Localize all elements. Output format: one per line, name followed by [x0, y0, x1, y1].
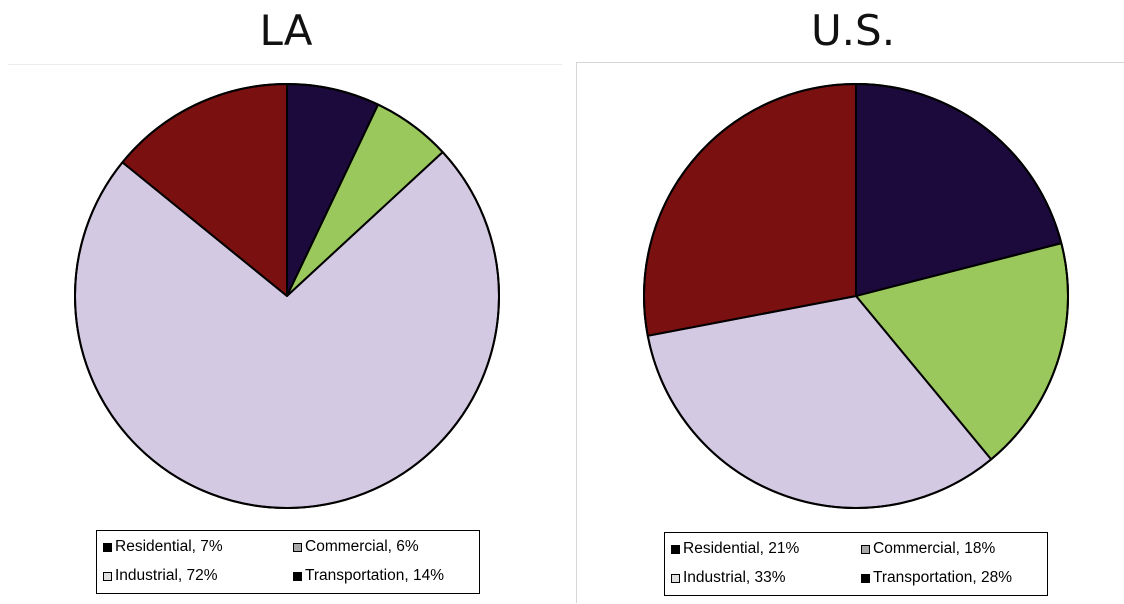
legend-label: Transportation, 28%: [873, 569, 1013, 586]
legend-label: Commercial, 6%: [305, 538, 419, 555]
legend-swatch-commercial: [861, 544, 870, 554]
legend-swatch-transportation: [293, 571, 302, 581]
legend-label: Industrial, 33%: [683, 569, 786, 586]
pie-slice-us-transportation: [643, 83, 857, 337]
legend-swatch-commercial: [293, 542, 302, 552]
legend-label: Residential, 7%: [115, 538, 223, 555]
pie-outline-la: [74, 83, 500, 509]
legend-swatch-transportation: [861, 573, 870, 583]
legend-item-us-commercial: Commercial, 18%: [861, 540, 995, 558]
legend-swatch-residential: [671, 544, 680, 554]
legend-label: Industrial, 72%: [115, 567, 218, 584]
legend-swatch-residential: [103, 542, 112, 552]
legend-item-la-residential: Residential, 7%: [103, 538, 223, 556]
legend-us: Residential, 21% Commercial, 18% Industr…: [664, 532, 1048, 596]
legend-item-us-transportation: Transportation, 28%: [861, 569, 1012, 587]
legend-item-us-industrial: Industrial, 33%: [671, 569, 786, 587]
legend-la: Residential, 7% Commercial, 6% Industria…: [96, 530, 480, 594]
legend-item-us-residential: Residential, 21%: [671, 540, 799, 558]
legend-item-la-industrial: Industrial, 72%: [103, 567, 218, 585]
pie-outline-us: [643, 83, 1069, 509]
legend-label: Residential, 21%: [683, 540, 800, 557]
legend-label: Transportation, 14%: [305, 567, 445, 584]
chart-title-la: LA: [259, 6, 313, 55]
legend-swatch-industrial: [103, 571, 112, 581]
legend-item-la-commercial: Commercial, 6%: [293, 538, 419, 556]
legend-swatch-industrial: [671, 573, 680, 583]
chart-title-us: U.S.: [810, 6, 896, 55]
legend-label: Commercial, 18%: [873, 540, 996, 557]
legend-item-la-transportation: Transportation, 14%: [293, 567, 444, 585]
